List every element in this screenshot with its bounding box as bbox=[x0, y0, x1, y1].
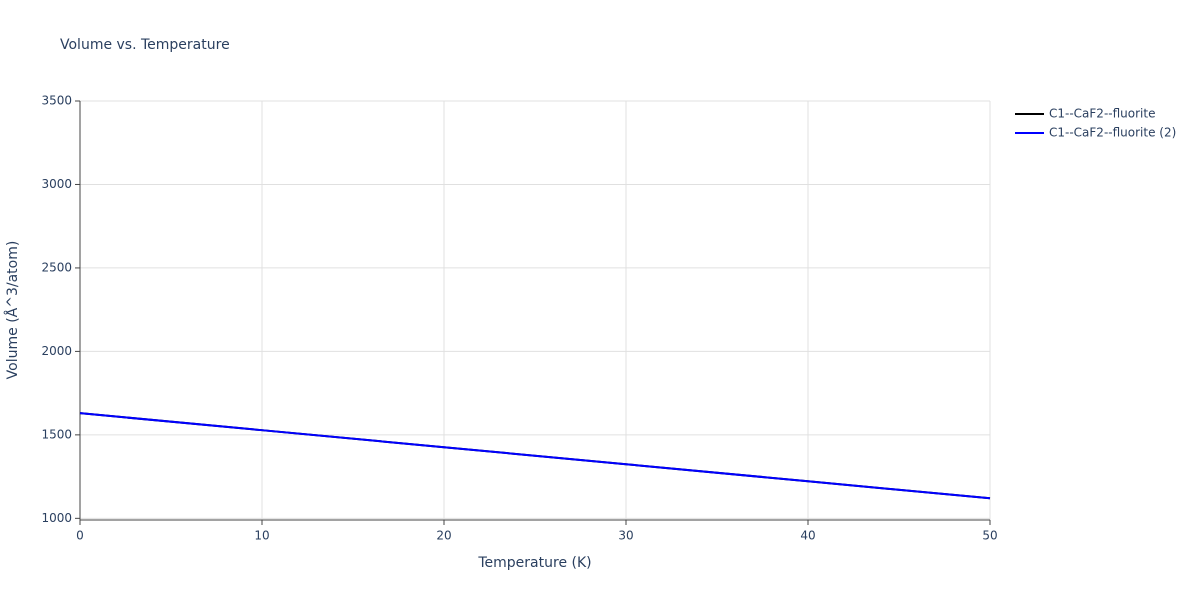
y-tick-label: 2000 bbox=[41, 344, 72, 358]
legend-label: C1--CaF2--fluorite (2) bbox=[1049, 126, 1176, 140]
x-tick-label: 50 bbox=[982, 529, 997, 543]
y-tick-label: 1500 bbox=[41, 427, 72, 441]
y-axis-title: Volume (Å^3/atom) bbox=[4, 241, 21, 380]
legend-label: C1--CaF2--fluorite bbox=[1049, 107, 1155, 121]
x-tick-label: 40 bbox=[800, 529, 815, 543]
x-axis-title: Temperature (K) bbox=[477, 555, 591, 571]
x-tick-label: 30 bbox=[618, 529, 633, 543]
x-tick-label: 0 bbox=[76, 529, 84, 543]
y-tick-label: 3000 bbox=[41, 177, 72, 191]
x-tick-label: 20 bbox=[436, 529, 451, 543]
y-tick-label: 1000 bbox=[41, 511, 72, 525]
y-tick-label: 3500 bbox=[41, 94, 72, 108]
chart-title: Volume vs. Temperature bbox=[60, 37, 230, 53]
data-line bbox=[79, 412, 991, 500]
y-tick-label: 2500 bbox=[41, 260, 72, 274]
x-tick-label: 10 bbox=[254, 529, 269, 543]
